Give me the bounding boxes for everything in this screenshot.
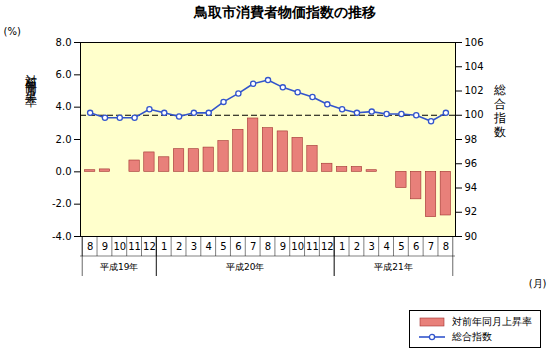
- svg-text:98: 98: [465, 134, 478, 145]
- svg-text:8: 8: [87, 241, 93, 252]
- svg-text:7: 7: [428, 241, 434, 252]
- svg-text:6: 6: [235, 241, 241, 252]
- svg-text:1: 1: [339, 241, 345, 252]
- html-text:対前年同月上昇率: 対前年同月上昇率: [452, 315, 532, 327]
- svg-text:8: 8: [443, 241, 449, 252]
- svg-text:94: 94: [465, 182, 478, 193]
- svg-text:4: 4: [383, 241, 389, 252]
- svg-text:96: 96: [465, 158, 478, 169]
- svg-text:0.0: 0.0: [56, 166, 72, 177]
- svg-text:6: 6: [413, 241, 419, 252]
- svg-text:8.0: 8.0: [56, 37, 72, 48]
- svg-text:5: 5: [220, 241, 226, 252]
- svg-text:2.0: 2.0: [56, 134, 72, 145]
- svg-text:9: 9: [280, 241, 286, 252]
- svg-text:9: 9: [102, 241, 108, 252]
- html-text:対前年同月上昇率: 対前年同月上昇率: [24, 64, 38, 88]
- svg-text:92: 92: [465, 206, 478, 217]
- svg-text:11: 11: [306, 241, 319, 252]
- svg-text:90: 90: [465, 231, 478, 242]
- svg-text:5: 5: [398, 241, 404, 252]
- svg-text:10: 10: [291, 241, 304, 252]
- svg-text:10: 10: [113, 241, 126, 252]
- svg-text:平成21年: 平成21年: [374, 262, 412, 272]
- svg-text:-2.0: -2.0: [52, 198, 72, 209]
- svg-text:12: 12: [321, 241, 334, 252]
- svg-text:102: 102: [465, 85, 484, 96]
- html-text:鳥取市消費者物価指数の推移: 鳥取市消費者物価指数の推移: [193, 4, 376, 20]
- svg-text:2: 2: [176, 241, 182, 252]
- svg-text:8: 8: [265, 241, 271, 252]
- svg-text:4.0: 4.0: [56, 101, 72, 112]
- svg-text:(月): (月): [529, 278, 547, 289]
- svg-text:1: 1: [161, 241, 167, 252]
- svg-text:11: 11: [128, 241, 141, 252]
- svg-text:4: 4: [206, 241, 212, 252]
- html-text:総合指数: 総合指数: [493, 74, 507, 130]
- svg-text:3: 3: [369, 241, 375, 252]
- svg-text:2: 2: [354, 241, 360, 252]
- svg-text:-4.0: -4.0: [52, 231, 72, 242]
- svg-text:7: 7: [250, 241, 256, 252]
- svg-text:100: 100: [465, 109, 484, 120]
- svg-text:104: 104: [465, 61, 484, 72]
- svg-text:3: 3: [191, 241, 197, 252]
- svg-text:平成19年: 平成19年: [100, 262, 138, 272]
- svg-text:106: 106: [465, 37, 484, 48]
- svg-text:平成20年: 平成20年: [226, 262, 264, 272]
- svg-text:(%): (%): [4, 26, 21, 37]
- html-text:総合指数: 総合指数: [452, 330, 492, 342]
- svg-text:12: 12: [143, 241, 156, 252]
- svg-text:6.0: 6.0: [56, 69, 72, 80]
